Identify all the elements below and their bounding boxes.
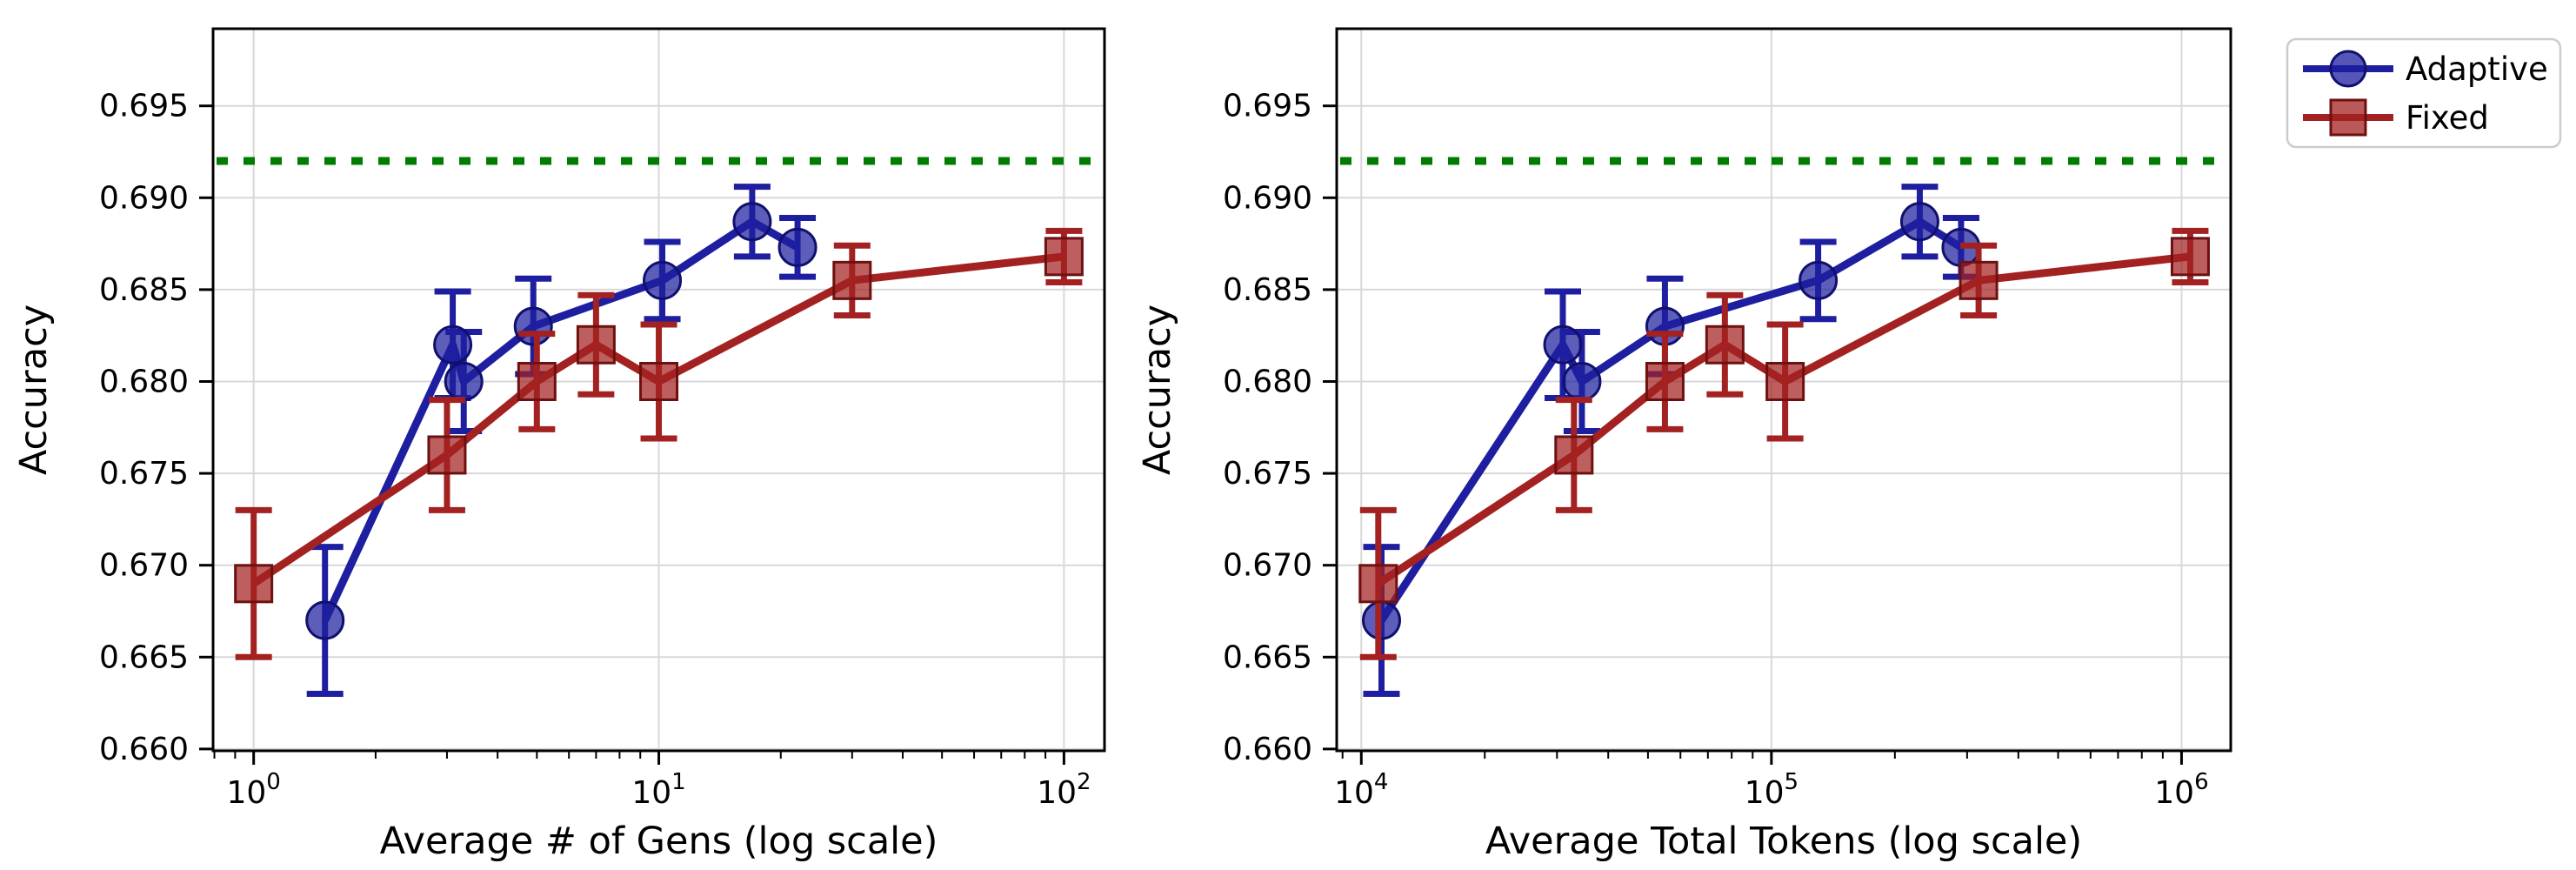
series-adaptive — [305, 184, 818, 698]
plot-border — [1335, 27, 2232, 753]
data-point — [576, 325, 616, 365]
data-point — [1645, 361, 1685, 401]
x-axis-label: Average Total Tokens (log scale) — [1485, 820, 2082, 863]
x-tick-label: 104 — [1334, 769, 1388, 811]
data-point — [2170, 237, 2210, 277]
y-tick-label: 0.660 — [99, 732, 189, 767]
markers — [1361, 202, 1981, 640]
y-tick-label: 0.670 — [1223, 548, 1312, 584]
data-point — [1554, 435, 1594, 475]
right-plot: 0.660 0.665 0.670 0.675 0.680 0.685 0.690 0.695… — [1136, 27, 2232, 863]
y-tick-label: 0.690 — [99, 180, 189, 216]
data-point — [777, 227, 818, 267]
markers — [234, 237, 1084, 604]
data-point — [1799, 260, 1839, 300]
data-point — [643, 260, 683, 300]
data-point — [1765, 361, 1805, 401]
series-fixed — [234, 227, 1084, 660]
data-point — [832, 260, 872, 300]
markers — [305, 202, 818, 640]
legend: Adaptive Fixed — [2286, 37, 2562, 149]
data-point — [234, 564, 274, 604]
y-tick-label: 0.685 — [99, 272, 189, 308]
data-point — [1361, 600, 1401, 640]
y-tick-label: 0.690 — [1223, 180, 1312, 216]
data-point — [639, 361, 679, 401]
y-tick-label: 0.685 — [1223, 272, 1312, 308]
data-point — [1562, 361, 1602, 401]
data-point — [305, 600, 345, 640]
error-bars — [1359, 227, 2209, 660]
x-tick-label: 106 — [2154, 769, 2208, 811]
y-tick-label: 0.695 — [99, 89, 189, 124]
y-tick-label: 0.695 — [1223, 89, 1312, 124]
error-bars — [306, 184, 817, 698]
series-line — [321, 218, 800, 622]
data-point — [1543, 325, 1583, 365]
y-axis-label: Accuracy — [12, 304, 56, 475]
data-point — [513, 306, 553, 346]
legend-item-fixed: Fixed — [2303, 98, 2489, 137]
x-tick-label: 101 — [631, 769, 685, 811]
markers — [1358, 237, 2210, 604]
left-plot: 0.660 0.665 0.670 0.675 0.680 0.685 0.690 0.695… — [12, 27, 1106, 863]
legend-label: Adaptive — [2406, 50, 2548, 88]
x-tick-label: 100 — [226, 769, 280, 811]
data-point — [1959, 260, 1999, 300]
data-point — [427, 435, 467, 475]
legend-marker-square — [2329, 98, 2367, 137]
data-point — [444, 361, 484, 401]
y-tick-label: 0.665 — [1223, 639, 1312, 675]
data-point — [1705, 325, 1745, 365]
y-tick-label: 0.670 — [99, 548, 189, 584]
y-axis-label: Accuracy — [1136, 304, 1179, 475]
data-point — [1899, 202, 1939, 242]
series-fixed — [1358, 227, 2210, 660]
y-tick-label: 0.660 — [1223, 732, 1312, 767]
y-tick-label: 0.675 — [1223, 456, 1312, 492]
x-tick-label: 105 — [1745, 769, 1799, 811]
y-tick-label: 0.680 — [1223, 364, 1312, 399]
x-axis-label: Average # of Gens (log scale) — [380, 820, 938, 863]
data-point — [732, 202, 772, 242]
series-adaptive — [1361, 184, 1981, 698]
legend-marker-circle — [2329, 50, 2367, 88]
legend-item-adaptive: Adaptive — [2303, 50, 2548, 88]
y-tick-label: 0.675 — [99, 456, 189, 492]
data-point — [1358, 564, 1398, 604]
y-tick-label: 0.665 — [99, 639, 189, 675]
y-tick-label: 0.680 — [99, 364, 189, 399]
data-point — [517, 361, 557, 401]
error-bars — [1363, 184, 1979, 698]
data-point — [433, 325, 473, 365]
x-tick-label: 102 — [1037, 769, 1091, 811]
legend-label: Fixed — [2406, 99, 2489, 137]
data-point — [1044, 237, 1084, 277]
